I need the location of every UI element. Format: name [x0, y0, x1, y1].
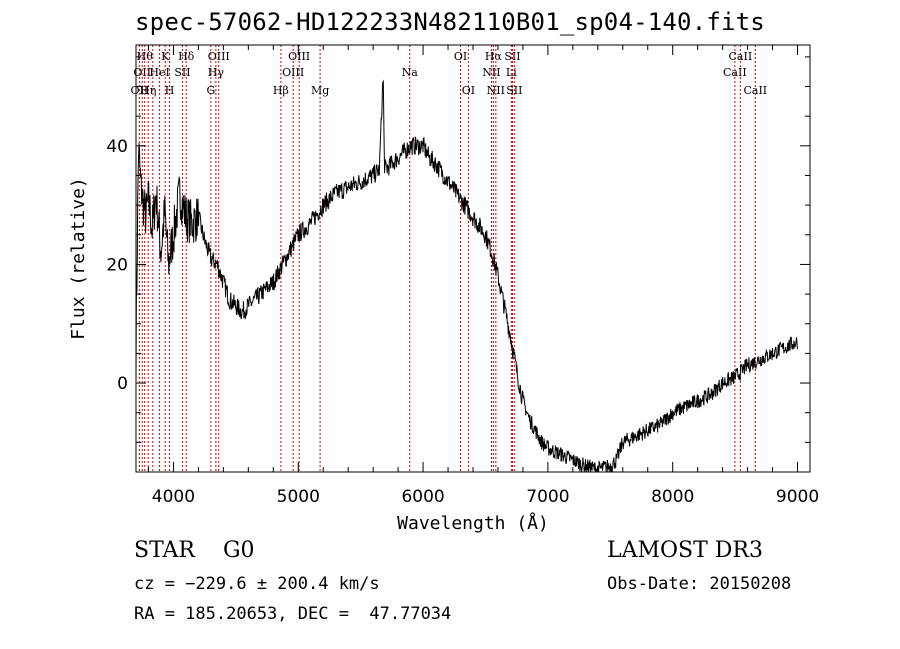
x-tick-label: 7000 [526, 487, 569, 507]
marker-label: H [165, 84, 175, 97]
obs-date-text: Obs-Date: 20150208 [607, 574, 792, 594]
marker-label: Hγ [208, 66, 225, 79]
marker-label: OI [462, 84, 475, 97]
class-label: STAR G0 [134, 538, 255, 563]
y-ticks: 0 20 40 [106, 56, 810, 443]
x-axis-label: Wavelength (Å) [397, 512, 549, 534]
marker-label: K [161, 50, 170, 63]
y-tick-label: 40 [106, 137, 128, 157]
y-tick-label: 20 [106, 255, 128, 275]
marker-label: SII [504, 50, 520, 63]
plot-frame [135, 44, 811, 473]
marker-label: OIII [282, 66, 304, 79]
marker-label: CaII [723, 66, 747, 79]
x-tick-label: 8000 [651, 487, 694, 507]
marker-label: Mg [311, 84, 329, 97]
spectrum-layer [135, 79, 798, 473]
x-tick-label: 9000 [776, 487, 819, 507]
line-markers: OII OII Hθ Hη HeI K H SII Hδ G Hγ OIII Hβ OIII OIII Mg N… [131, 45, 767, 472]
radec-text: RA = 185.20653, DEC = 47.77034 [134, 604, 452, 624]
marker-label: SII [506, 84, 522, 97]
marker-label: CaII [743, 84, 767, 97]
x-tick-label: 5000 [277, 487, 320, 507]
marker-label: Hθ [137, 50, 154, 63]
chart-title: spec-57062-HD122233N482110B01_sp04-140.f… [135, 8, 765, 36]
y-axis-label: Flux (relative) [68, 177, 89, 340]
marker-label: Hα [485, 50, 503, 63]
marker-label: OIII [208, 50, 230, 63]
marker-label: Hη [140, 84, 156, 97]
spectrum-line [135, 79, 798, 473]
marker-label: OIII [288, 50, 310, 63]
x-tick-label: 4000 [152, 487, 195, 507]
marker-label: OI [454, 50, 467, 63]
marker-label: SII [174, 66, 190, 79]
marker-label: OII [131, 84, 149, 97]
y-tick-label: 0 [117, 374, 128, 394]
marker-label: NII [482, 66, 500, 79]
marker-label: Hβ [273, 84, 289, 97]
marker-label: HeI [149, 66, 169, 79]
survey-label: LAMOST DR3 [607, 538, 763, 563]
x-ticks: 4000 5000 6000 7000 8000 9000 [147, 45, 819, 507]
marker-label: CaII [729, 50, 753, 63]
marker-label: Li [506, 66, 517, 79]
x-tick-label: 6000 [401, 487, 444, 507]
marker-label: OII [133, 66, 151, 79]
marker-label: NII [487, 84, 505, 97]
marker-label: G [206, 84, 215, 97]
redshift-text: cz = −229.6 ± 200.4 km/s [134, 574, 380, 594]
marker-label: Hδ [178, 50, 195, 63]
marker-label: Na [402, 66, 419, 79]
